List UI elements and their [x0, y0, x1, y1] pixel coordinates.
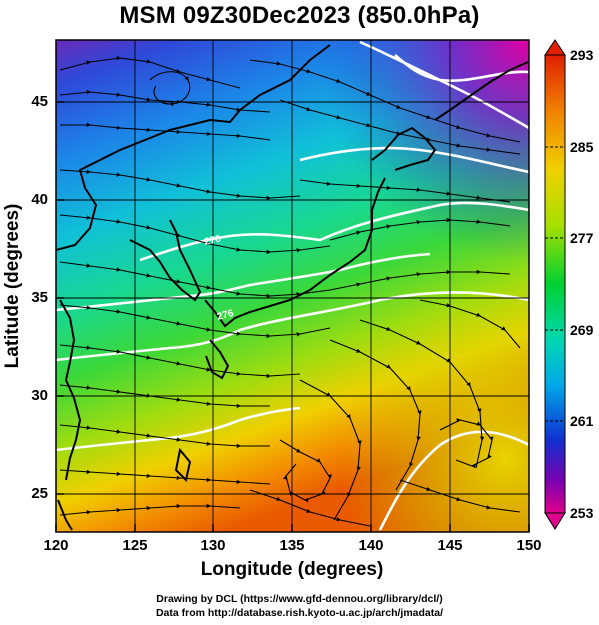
x-axis-title: Longitude (degrees) [201, 559, 384, 580]
x-tick-label: 125 [122, 537, 147, 554]
streamlines [59, 55, 521, 527]
y-ticks [56, 101, 64, 495]
chart-title: MSM 09Z30Dec2023 (850.0hPa) [119, 2, 480, 29]
colorbar-max-arrow [544, 39, 566, 56]
x-ticks [55, 524, 530, 532]
y-tick-label: 25 [31, 485, 48, 502]
colorbar-label: 277 [570, 230, 594, 246]
y-axis-title: Latitude (degrees) [2, 204, 23, 369]
temperature-field: 276 270 [56, 40, 529, 532]
contour-label: 270 [203, 234, 222, 248]
y-tick-label: 45 [31, 93, 48, 110]
credit-drawing: Drawing by DCL (https://www.gfd-dennou.o… [156, 593, 443, 605]
x-tick-label: 145 [437, 537, 462, 554]
x-tick-label: 135 [279, 537, 304, 554]
colorbar-label: 269 [570, 322, 594, 338]
contour-label: 276 [216, 308, 235, 323]
x-tick-label: 130 [200, 537, 225, 554]
x-tick-labels: 120 125 130 135 140 145 150 [43, 537, 541, 554]
colorbar-scale [544, 54, 566, 514]
y-tick-labels: 25 30 35 40 45 [31, 93, 48, 502]
x-tick-label: 150 [516, 537, 541, 554]
x-tick-label: 120 [43, 537, 68, 554]
map-grid [56, 40, 529, 532]
y-tick-label: 35 [31, 289, 48, 306]
colorbar-label: 293 [570, 47, 594, 63]
colorbar-min-arrow [544, 512, 566, 530]
y-tick-label: 40 [31, 191, 48, 208]
credit-data-source: Data from http://database.rish.kyoto-u.a… [155, 607, 444, 619]
colorbar-label: 285 [570, 139, 594, 155]
coastlines [56, 44, 529, 531]
colorbar: 293 285 277 269 261 253 [544, 39, 594, 530]
x-tick-label: 140 [358, 537, 383, 554]
y-tick-label: 30 [31, 387, 48, 404]
colorbar-label: 253 [570, 505, 594, 521]
colorbar-label: 261 [570, 413, 594, 429]
